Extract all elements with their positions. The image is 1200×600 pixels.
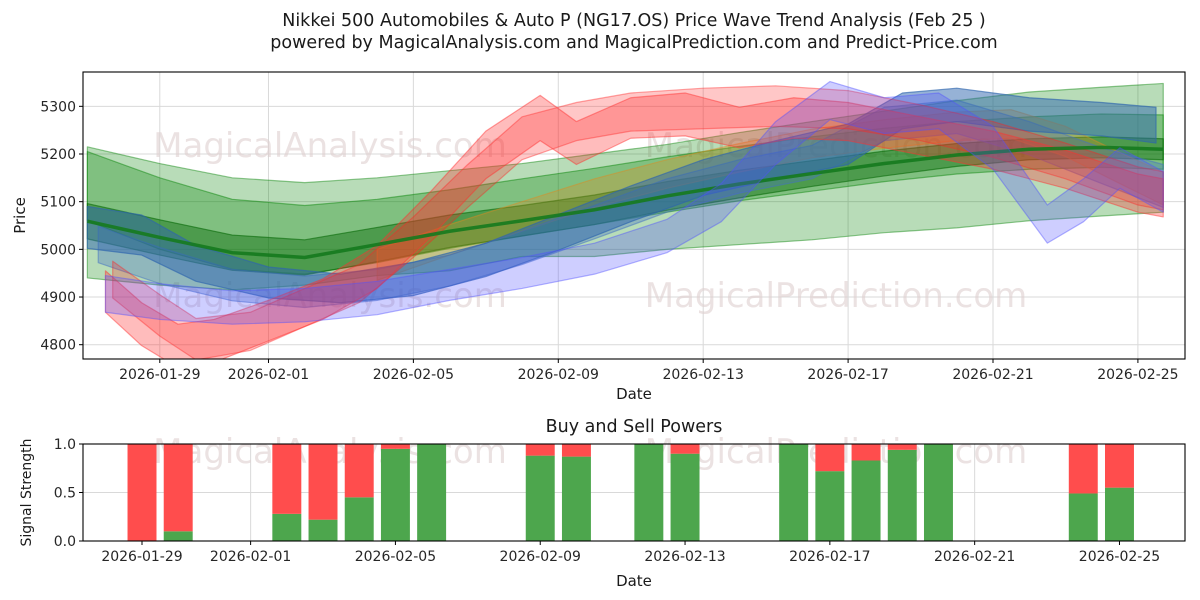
bar-sell-2026-02-10 xyxy=(561,444,591,457)
x-tick-label: 2026-02-05 xyxy=(373,367,454,383)
bar-buy-2026-02-09 xyxy=(525,455,555,541)
bar-buy-2026-02-16 xyxy=(779,444,809,541)
x-tick-label: 2026-02-17 xyxy=(789,549,870,565)
x-tick-label: 2026-02-21 xyxy=(934,549,1015,565)
x-tick-label: 2026-02-17 xyxy=(807,367,888,383)
bar-buy-2026-02-17 xyxy=(815,471,845,541)
x-tick-label: 2026-02-21 xyxy=(952,367,1033,383)
band-blue-steel xyxy=(86,87,1157,304)
x-tick-label: 2026-02-25 xyxy=(1079,549,1160,565)
bar-buy-2026-02-25 xyxy=(1104,487,1134,541)
bar-sell-2026-02-03 xyxy=(308,444,338,520)
y-tick-label: 4800 xyxy=(40,338,76,354)
y-tick-label: 1.0 xyxy=(54,437,76,453)
y-tick-label: 5300 xyxy=(40,99,76,115)
y-tick-label: 5200 xyxy=(40,147,76,163)
bar-buy-2026-02-10 xyxy=(561,456,591,541)
band-red-main xyxy=(104,92,1164,359)
x-tick-label: 2026-02-01 xyxy=(210,549,291,565)
x-tick-label: 2026-02-01 xyxy=(228,367,309,383)
bar-sell-2026-02-24 xyxy=(1068,444,1098,494)
signal-x-axis-label: Date xyxy=(616,572,652,590)
bar-sell-2026-02-05 xyxy=(380,444,410,449)
bar-sell-2026-02-09 xyxy=(525,444,555,456)
bar-buy-2026-02-05 xyxy=(380,448,410,541)
y-tick-label: 5100 xyxy=(40,195,76,211)
y-tick-label: 0.0 xyxy=(54,534,76,550)
signal-chart-axes: 2026-01-29 2026-02-01 2026-02-05 2026-02-09… xyxy=(54,437,1186,565)
bar-buy-2026-01-30 xyxy=(163,531,193,541)
plot-border xyxy=(82,71,1186,360)
x-tick-label: 2026-02-05 xyxy=(355,549,436,565)
bar-sell-2026-02-17 xyxy=(815,444,845,472)
bar-sell-2026-02-02 xyxy=(272,444,302,514)
price-chart-axes: 2026-01-29 2026-02-01 2026-02-05 2026-02-09… xyxy=(40,71,1186,383)
bar-buy-2026-02-03 xyxy=(308,519,338,541)
x-tick-label: 2026-02-13 xyxy=(663,367,744,383)
bar-buy-2026-02-02 xyxy=(272,513,302,541)
price-wave-bands xyxy=(86,80,1164,359)
figure-title-line2: powered by MagicalAnalysis.com and Magic… xyxy=(270,33,997,53)
trend-line-green xyxy=(86,145,1164,260)
bar-buy-2026-02-12 xyxy=(634,444,664,541)
bar-buy-2026-02-24 xyxy=(1068,493,1098,541)
x-tick-label: 2026-02-25 xyxy=(1097,367,1178,383)
bar-buy-2026-02-20 xyxy=(923,444,953,541)
bar-sell-2026-02-25 xyxy=(1104,444,1134,488)
signal-chart-title: Buy and Sell Powers xyxy=(546,417,723,437)
signal-y-axis-label: Signal Strength xyxy=(19,438,35,546)
bar-buy-2026-02-19 xyxy=(887,449,917,541)
bar-sell-2026-02-18 xyxy=(851,444,881,461)
x-tick-label: 2026-01-29 xyxy=(101,549,182,565)
x-tick-label: 2026-01-29 xyxy=(119,367,200,383)
price-x-axis-label: Date xyxy=(616,385,652,403)
bar-sell-2026-01-30 xyxy=(163,444,193,532)
y-tick-label: 5000 xyxy=(40,242,76,258)
band-red-echo xyxy=(112,85,1164,359)
bar-buy-2026-02-06 xyxy=(417,444,447,541)
watermark-analysis-row1: MagicalAnalysis.com xyxy=(153,126,507,166)
watermark-prediction-row2: MagicalPrediction.com xyxy=(645,276,1028,316)
signal-bars xyxy=(127,444,1134,541)
x-tick-label: 2026-02-09 xyxy=(518,367,599,383)
bar-sell-2026-02-19 xyxy=(887,444,917,450)
bar-buy-2026-02-13 xyxy=(670,453,700,541)
bar-buy-2026-02-18 xyxy=(851,460,881,541)
x-tick-label: 2026-02-13 xyxy=(644,549,725,565)
band-purple-wave xyxy=(104,80,1164,325)
bar-buy-2026-02-04 xyxy=(344,497,374,541)
bar-sell-2026-01-29 xyxy=(127,444,157,541)
y-tick-label: 4900 xyxy=(40,290,76,306)
bar-sell-2026-02-04 xyxy=(344,444,374,498)
price-y-axis-label: Price xyxy=(11,197,29,234)
bar-sell-2026-02-13 xyxy=(670,444,700,454)
figure-title-line1: Nikkei 500 Automobiles & Auto P (NG17.OS… xyxy=(282,11,986,31)
x-tick-label: 2026-02-09 xyxy=(500,549,581,565)
y-tick-label: 0.5 xyxy=(54,486,76,502)
